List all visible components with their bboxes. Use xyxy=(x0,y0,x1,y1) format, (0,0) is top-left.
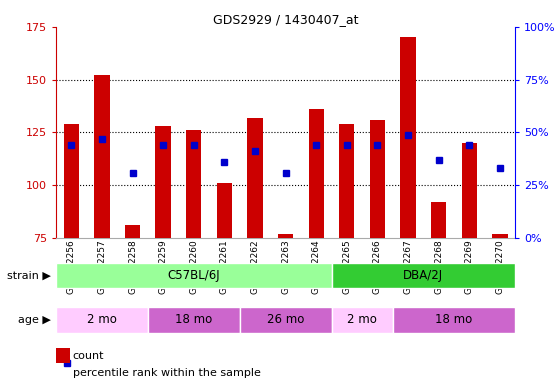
Bar xyxy=(148,307,240,333)
Bar xyxy=(156,126,171,238)
Bar xyxy=(461,143,477,238)
Text: age ▶: age ▶ xyxy=(17,314,50,325)
Text: percentile rank within the sample: percentile rank within the sample xyxy=(73,368,260,378)
Bar xyxy=(56,307,148,333)
Bar xyxy=(400,37,416,238)
Text: 2 mo: 2 mo xyxy=(347,313,377,326)
Bar xyxy=(431,202,446,238)
Bar xyxy=(332,263,515,288)
Bar xyxy=(370,120,385,238)
Bar xyxy=(393,307,515,333)
Text: 2 mo: 2 mo xyxy=(87,313,117,326)
Bar xyxy=(492,234,507,238)
Bar xyxy=(56,263,332,288)
Bar xyxy=(339,124,354,238)
Bar xyxy=(186,130,202,238)
Text: count: count xyxy=(73,351,104,361)
Bar xyxy=(248,118,263,238)
Text: 18 mo: 18 mo xyxy=(175,313,212,326)
Bar xyxy=(309,109,324,238)
Text: strain ▶: strain ▶ xyxy=(7,270,50,281)
Bar xyxy=(240,307,332,333)
Title: GDS2929 / 1430407_at: GDS2929 / 1430407_at xyxy=(213,13,358,26)
Bar xyxy=(332,307,393,333)
Text: 18 mo: 18 mo xyxy=(435,313,473,326)
Bar xyxy=(64,124,79,238)
Text: C57BL/6J: C57BL/6J xyxy=(167,269,220,282)
Bar xyxy=(94,75,110,238)
Bar xyxy=(217,183,232,238)
Bar xyxy=(125,225,140,238)
Text: DBA/2J: DBA/2J xyxy=(403,269,444,282)
Text: 26 mo: 26 mo xyxy=(267,313,304,326)
Bar xyxy=(278,234,293,238)
